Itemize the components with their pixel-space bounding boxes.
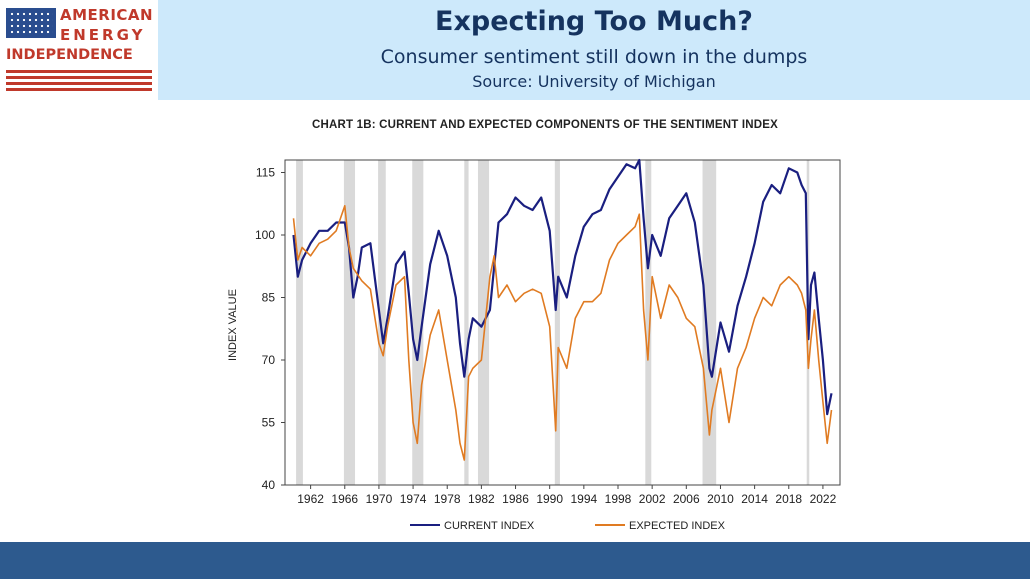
page-subtitle: Consumer sentiment still down in the dum…	[380, 46, 808, 68]
series	[292, 158, 833, 461]
y-tick-label: 40	[262, 478, 276, 492]
recession-band-0	[296, 160, 303, 485]
x-tick-label: 1966	[331, 492, 358, 506]
recession-band-2	[378, 160, 386, 485]
x-tick-label: 1982	[468, 492, 495, 506]
x-tick-label: 1986	[502, 492, 529, 506]
x-tick-label: 1962	[297, 492, 324, 506]
plot-frame	[284, 159, 841, 486]
x-tick-label: 2014	[741, 492, 768, 506]
expected-index-line	[292, 204, 833, 461]
logo-stripes	[6, 70, 152, 92]
y-tick-label: 115	[256, 166, 275, 180]
source-note: Source: University of Michigan	[472, 72, 716, 91]
recession-band-1	[343, 160, 356, 485]
page-title: Expecting Too Much?	[435, 6, 753, 37]
legend: CURRENT INDEX EXPECTED INDEX	[410, 520, 726, 532]
current-index-line	[292, 158, 833, 416]
logo-line-energy: ENERGY	[60, 26, 146, 44]
x-tick-label: 1974	[400, 492, 427, 506]
legend-label: EXPECTED INDEX	[629, 520, 726, 532]
chart-title: CHART 1B: CURRENT AND EXPECTED COMPONENT…	[311, 119, 778, 131]
footer-bar	[0, 542, 1030, 579]
y-tick-label: 70	[262, 353, 276, 367]
recession-band-8	[702, 160, 717, 485]
x-tick-label: 2018	[775, 492, 802, 506]
header-banner: Expecting Too Much? Consumer sentiment s…	[158, 0, 1030, 100]
x-tick-label: 1970	[366, 492, 393, 506]
sentiment-chart: 40 55 70 85 100 115 1962 1966 1970 1974 1978 1982 19…	[227, 158, 841, 532]
recession-band-6	[554, 160, 560, 485]
axes: 40 55 70 85 100 115 1962 1966 1970 1974 1978 1982 19…	[255, 166, 837, 507]
x-tick-label: 1990	[536, 492, 563, 506]
y-tick-label: 100	[255, 228, 275, 242]
x-tick-label: 1978	[434, 492, 461, 506]
x-tick-label: 1994	[570, 492, 597, 506]
y-axis-label: INDEX VALUE	[227, 289, 239, 361]
recession-bands	[296, 160, 810, 485]
american-energy-independence-logo: AMERICAN ENERGY INDEPENDENCE	[6, 6, 154, 96]
logo-line-american: AMERICAN	[60, 6, 154, 24]
us-flag-icon	[6, 8, 56, 38]
logo-line-independence: INDEPENDENCE	[6, 47, 133, 63]
x-tick-label: 2022	[810, 492, 837, 506]
x-tick-label: 2002	[639, 492, 666, 506]
legend-label: CURRENT INDEX	[444, 520, 535, 532]
x-tick-label: 2010	[707, 492, 734, 506]
recession-band-4	[464, 160, 469, 485]
recession-band-7	[645, 160, 652, 485]
recession-band-3	[412, 160, 424, 485]
y-tick-label: 85	[262, 291, 276, 305]
y-tick-label: 55	[262, 416, 276, 430]
x-tick-label: 1998	[605, 492, 632, 506]
x-tick-label: 2006	[673, 492, 700, 506]
